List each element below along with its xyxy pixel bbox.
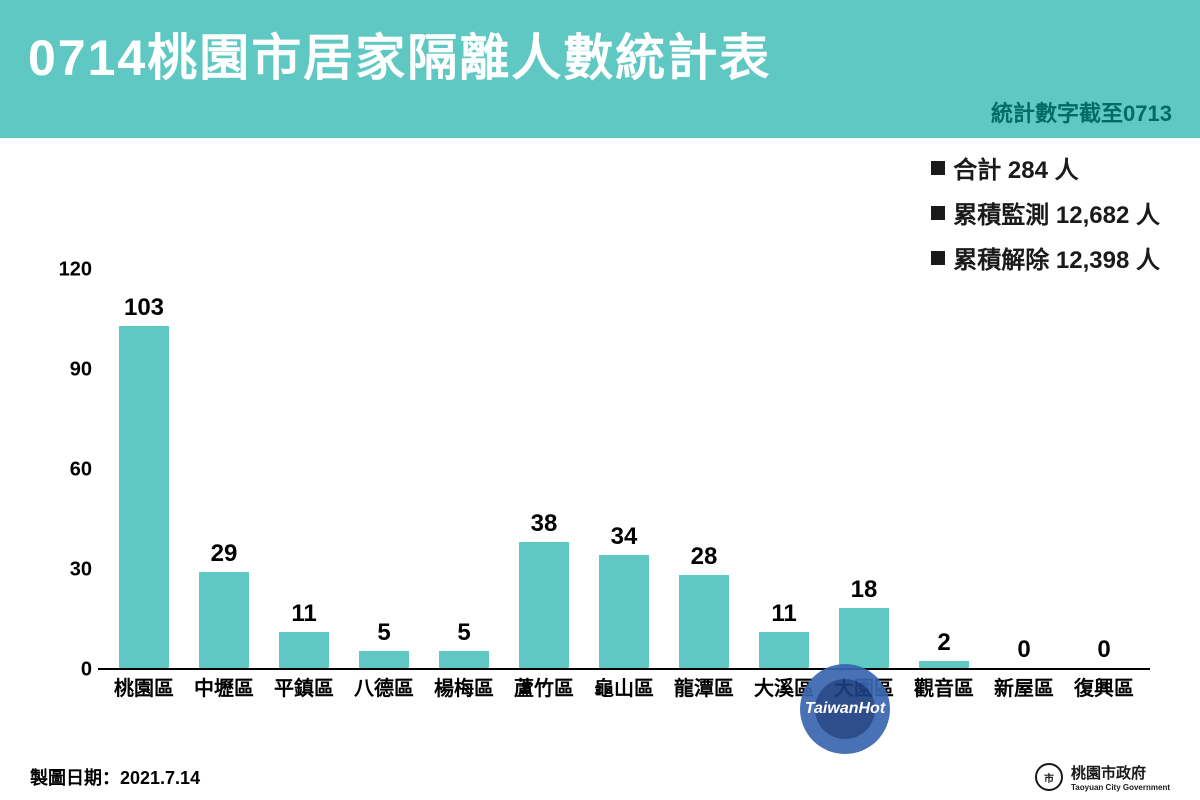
header-banner: 0714桃園市居家隔離人數統計表 統計數字截至0713 bbox=[0, 0, 1200, 138]
bar-column: 29 bbox=[184, 270, 264, 668]
x-axis-labels: 桃園區中壢區平鎮區八德區楊梅區蘆竹區龜山區龍潭區大溪區大園區觀音區新屋區復興區 bbox=[98, 672, 1150, 700]
bar bbox=[839, 608, 889, 668]
bar bbox=[119, 326, 169, 668]
bar-value-label: 34 bbox=[584, 523, 664, 551]
bar-value-label: 5 bbox=[344, 619, 424, 647]
x-tick-label: 龜山區 bbox=[584, 672, 664, 700]
legend-marker-icon bbox=[931, 206, 945, 220]
bar bbox=[439, 651, 489, 668]
bars-container: 1032911553834281118200 bbox=[98, 270, 1150, 668]
gov-seal-icon: 市 bbox=[1035, 763, 1063, 791]
footer-date: 製圖日期：2021.7.14 bbox=[30, 764, 200, 790]
legend-marker-icon bbox=[931, 161, 945, 175]
footer-org: 桃園市政府 bbox=[1071, 762, 1170, 783]
x-tick-label: 八德區 bbox=[344, 672, 424, 700]
bar-value-label: 0 bbox=[1064, 636, 1144, 664]
bar-column: 5 bbox=[424, 270, 504, 668]
y-tick-label: 30 bbox=[44, 559, 92, 582]
bar-value-label: 0 bbox=[984, 636, 1064, 664]
bar-value-label: 29 bbox=[184, 540, 264, 568]
footer-org-en: Taoyuan City Government bbox=[1071, 783, 1170, 792]
bar-value-label: 103 bbox=[104, 294, 184, 322]
bar bbox=[519, 542, 569, 668]
legend-label: 累積監測 12,682 人 bbox=[953, 195, 1160, 230]
x-tick-label: 桃園區 bbox=[104, 672, 184, 700]
legend-item: 累積監測 12,682 人 bbox=[931, 195, 1160, 230]
bar-value-label: 11 bbox=[264, 600, 344, 628]
bar-column: 103 bbox=[104, 270, 184, 668]
bar-column: 11 bbox=[264, 270, 344, 668]
bar-column: 18 bbox=[824, 270, 904, 668]
x-tick-label: 中壢區 bbox=[184, 672, 264, 700]
bar-column: 2 bbox=[904, 270, 984, 668]
bar-value-label: 5 bbox=[424, 619, 504, 647]
y-tick-label: 90 bbox=[44, 359, 92, 382]
watermark-logo: TaiwanHot bbox=[800, 664, 890, 754]
x-tick-label: 復興區 bbox=[1064, 672, 1144, 700]
bar bbox=[919, 661, 969, 668]
bar-column: 11 bbox=[744, 270, 824, 668]
bar bbox=[279, 632, 329, 668]
footer-bar: 製圖日期：2021.7.14 市 桃園市政府 Taoyuan City Gove… bbox=[0, 754, 1200, 800]
bar bbox=[599, 555, 649, 668]
watermark-text: TaiwanHot bbox=[805, 700, 885, 718]
bar bbox=[359, 651, 409, 668]
bar bbox=[679, 575, 729, 668]
legend-label: 合計 284 人 bbox=[953, 150, 1078, 185]
bar-column: 38 bbox=[504, 270, 584, 668]
x-tick-label: 蘆竹區 bbox=[504, 672, 584, 700]
bar bbox=[199, 572, 249, 668]
bar-value-label: 28 bbox=[664, 543, 744, 571]
chart-legend: 合計 284 人累積監測 12,682 人累積解除 12,398 人 bbox=[931, 150, 1160, 275]
legend-item: 合計 284 人 bbox=[931, 150, 1160, 185]
footer-source: 市 桃園市政府 Taoyuan City Government bbox=[1035, 762, 1170, 792]
y-tick-label: 120 bbox=[44, 259, 92, 282]
bar-value-label: 18 bbox=[824, 576, 904, 604]
y-tick-label: 0 bbox=[44, 659, 92, 682]
x-tick-label: 觀音區 bbox=[904, 672, 984, 700]
x-tick-label: 楊梅區 bbox=[424, 672, 504, 700]
page-subtitle: 統計數字截至0713 bbox=[28, 96, 1172, 128]
bar-column: 0 bbox=[984, 270, 1064, 668]
page-title: 0714桃園市居家隔離人數統計表 bbox=[28, 18, 1172, 90]
bar-column: 0 bbox=[1064, 270, 1144, 668]
bar-value-label: 38 bbox=[504, 510, 584, 538]
bar-column: 5 bbox=[344, 270, 424, 668]
bar-column: 34 bbox=[584, 270, 664, 668]
bar-value-label: 11 bbox=[744, 600, 824, 628]
bar bbox=[759, 632, 809, 668]
y-tick-label: 60 bbox=[44, 459, 92, 482]
x-tick-label: 龍潭區 bbox=[664, 672, 744, 700]
bar-value-label: 2 bbox=[904, 629, 984, 657]
x-tick-label: 平鎮區 bbox=[264, 672, 344, 700]
x-tick-label: 新屋區 bbox=[984, 672, 1064, 700]
quarantine-bar-chart: 0306090120 1032911553834281118200 桃園區中壢區… bbox=[50, 270, 1150, 700]
legend-marker-icon bbox=[931, 251, 945, 265]
bar-column: 28 bbox=[664, 270, 744, 668]
y-axis: 0306090120 bbox=[50, 270, 98, 670]
plot-area: 1032911553834281118200 bbox=[98, 270, 1150, 670]
